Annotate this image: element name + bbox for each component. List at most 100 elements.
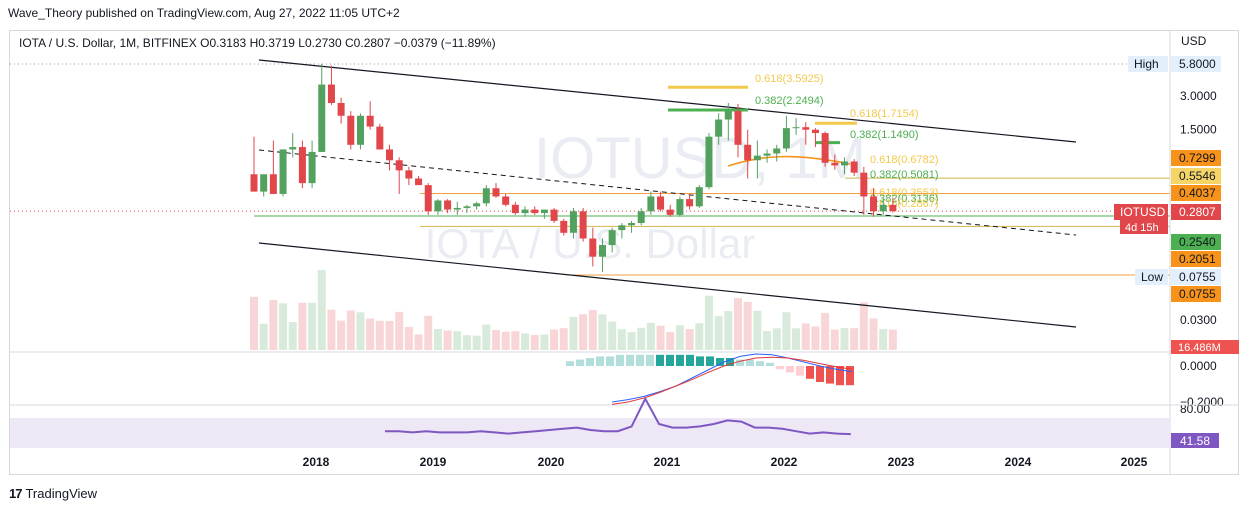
price-axis-label: 5.8000: [1179, 57, 1216, 71]
candle-body: [811, 129, 819, 134]
candle-body: [724, 111, 732, 120]
price-axis-label-bg: [1171, 234, 1221, 250]
candle-body: [260, 174, 268, 192]
macd-histogram-bar: [626, 354, 634, 366]
macd-histogram-bar: [806, 366, 814, 379]
volume-bar: [646, 322, 655, 350]
candlesticks: [250, 64, 897, 273]
candle-body: [676, 199, 684, 215]
macd-histogram-bar: [646, 354, 654, 366]
volume-bar: [492, 329, 500, 350]
candle-body: [870, 196, 878, 212]
rsi-tick-label: 80.00: [1180, 402, 1210, 416]
volume-bar: [482, 324, 491, 350]
price-axis-label-bg: [1171, 56, 1221, 72]
fib-level-label: 0.618(0.3553): [870, 187, 939, 199]
price-axis-label: 0.5546: [1179, 169, 1216, 183]
volume-bar: [443, 330, 452, 350]
candle-body: [356, 115, 364, 145]
volume-bar: [472, 335, 481, 350]
volume-bar: [888, 329, 897, 350]
volume-bars: [250, 270, 897, 350]
candle-body: [628, 223, 636, 226]
volume-bar: [792, 328, 801, 350]
macd-histogram-bar: [726, 358, 734, 366]
rsi-band: [10, 418, 1170, 448]
candle-body: [327, 84, 335, 103]
fib-level-label: 0.618(0.2867): [870, 198, 939, 210]
macd-histogram-bar: [656, 354, 664, 366]
price-axis-label-bg: [1171, 150, 1221, 166]
volume-bar: [433, 328, 442, 350]
candle-body: [753, 155, 761, 161]
tradingview-brand: TradingView: [25, 486, 98, 501]
countdown-label: 4d 15h: [1125, 222, 1159, 234]
candle-body: [889, 204, 897, 212]
volume-bar: [685, 329, 694, 350]
volume-bar: [501, 331, 510, 350]
macd-histogram-bar: [746, 359, 754, 366]
macd-histogram-bar: [716, 358, 724, 366]
fib-level-label: 0.382(0.3136): [870, 193, 939, 205]
fib-level-label: 0.382(2.2494): [755, 95, 824, 107]
candle-body: [715, 119, 723, 137]
volume-bar: [424, 315, 433, 350]
macd-histogram-bar: [826, 366, 834, 384]
time-axis-label: 2022: [771, 455, 798, 469]
tradingview-logo[interactable]: 17 TradingView: [9, 486, 97, 501]
volume-bar: [453, 331, 462, 350]
price-axis-label-bg: [1171, 251, 1221, 267]
chart-frame[interactable]: [9, 30, 1239, 475]
volume-value-label: 16.486M: [1178, 342, 1221, 354]
candle-body: [415, 178, 423, 186]
volume-bar: [772, 328, 781, 350]
volume-bar: [462, 335, 471, 350]
volume-bar: [666, 332, 675, 350]
candle-body: [386, 149, 394, 161]
volume-bar: [414, 334, 423, 350]
candle-body: [618, 225, 626, 231]
candle-body: [705, 136, 713, 188]
time-axis-label: 2024: [1005, 455, 1032, 469]
time-axis-label: 2019: [420, 455, 447, 469]
price-scale-currency: USD: [1181, 34, 1207, 48]
volume-bar: [704, 295, 713, 350]
volume-bar: [675, 325, 684, 350]
candle-body: [318, 84, 326, 152]
time-axis-label: 2020: [538, 455, 565, 469]
volume-bar: [366, 318, 375, 350]
macd-histogram-bar: [836, 366, 844, 386]
macd-histogram-bar: [846, 366, 854, 386]
volume-bar: [695, 323, 704, 350]
macd-histogram: [566, 354, 854, 386]
candle-body: [879, 204, 887, 212]
candle-body: [831, 162, 839, 166]
ohlc-high: H0.3719: [249, 36, 295, 50]
ohlc-low: L0.2730: [298, 36, 342, 50]
price-tick-label: 1.5000: [1180, 123, 1217, 137]
candle-body: [569, 211, 577, 233]
volume-bar: [404, 326, 413, 350]
volume-bar: [617, 329, 626, 350]
candle-body: [608, 230, 616, 245]
candle-body: [637, 211, 645, 224]
price-axis-label-bg: [1171, 286, 1221, 302]
macd-histogram-bar: [576, 359, 584, 366]
fib-level-label: 0.618(0.6782): [870, 154, 939, 166]
price-side-tag-bg: [1114, 204, 1168, 220]
price-side-tag-bg: [1135, 269, 1168, 285]
candle-body: [782, 128, 790, 149]
countdown-tag-bg: [1120, 220, 1168, 234]
candle-body: [405, 170, 413, 179]
candle-body: [376, 126, 384, 150]
symbol-title: IOTA / U.S. Dollar, 1M, BITFINEX: [19, 36, 197, 50]
candle-body: [802, 127, 810, 130]
ohlc-close: C0.2807: [345, 36, 391, 50]
macd-histogram-bar: [686, 354, 694, 366]
rsi-value-label: 41.58: [1180, 434, 1210, 448]
time-axis-label: 2018: [303, 455, 330, 469]
macd-histogram-bar: [566, 361, 574, 366]
fib-level-label: 0.618(1.7154): [850, 108, 919, 120]
fib-level-label: 0.382(0.5081): [870, 169, 939, 181]
